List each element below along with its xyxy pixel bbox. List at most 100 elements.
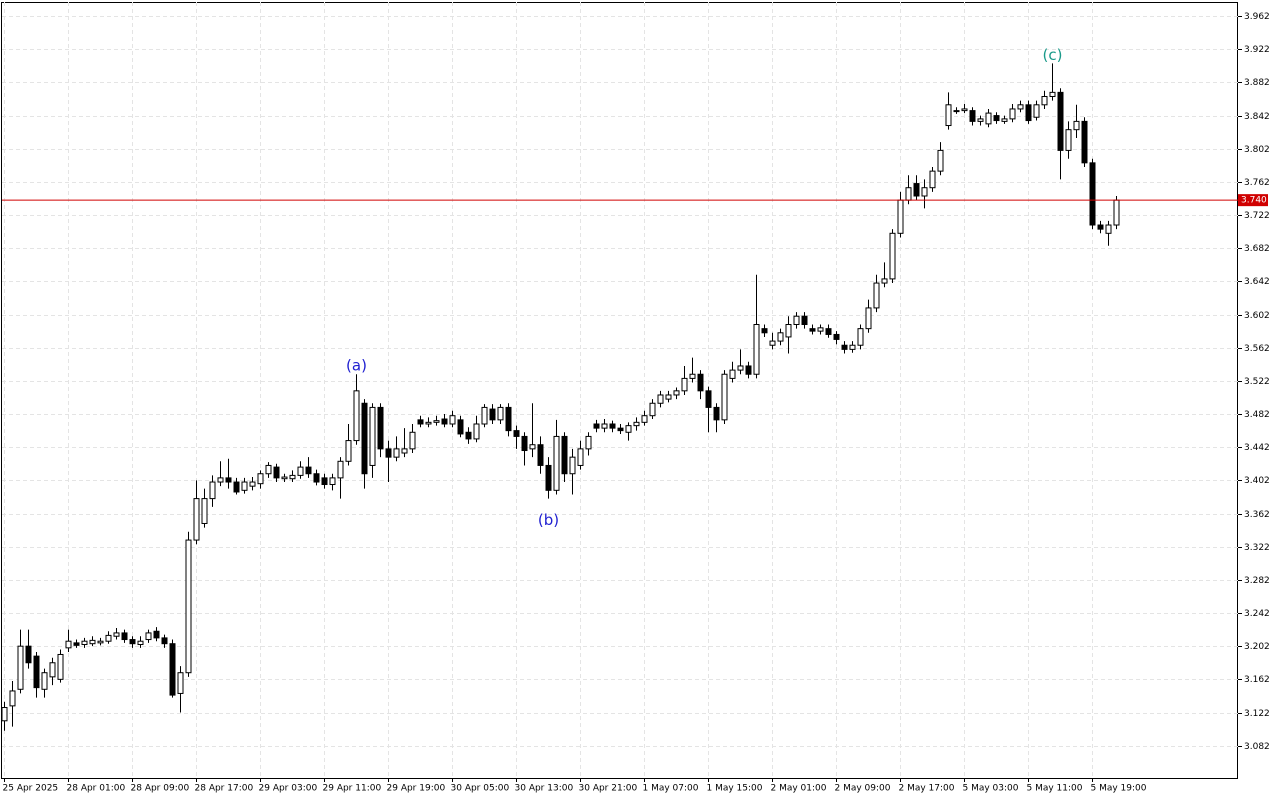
candle-body [673,390,680,396]
candle-body [265,464,272,475]
candle-body [793,315,800,326]
candle-body [633,421,640,427]
plot-frame [1,2,1238,779]
candle-body [1001,118,1008,122]
candle-body [145,632,152,641]
candle-body [137,640,144,646]
candle-body [441,418,448,425]
x-tick-label: 28 Apr 09:00 [131,784,190,794]
candle-body [945,104,952,127]
candle-body [929,170,936,189]
candle-body [73,642,80,646]
candle-body [209,481,216,500]
candle-body [889,232,896,280]
y-tick-label: 3.242 [1244,609,1270,619]
x-tick-label: 30 Apr 13:00 [515,784,574,794]
candle-body [393,448,400,458]
candle-body [977,118,984,122]
y-tick-label: 3.362 [1244,510,1270,520]
candle-body [217,477,224,483]
candle-body [153,630,160,639]
candle-body [17,645,24,690]
candle-body [1073,120,1080,131]
candle-body [497,406,504,421]
candle-body [1081,120,1088,164]
candle-body [593,423,600,429]
price-label: 3.740 [1241,196,1267,206]
candle-body [273,466,280,479]
candle-body [9,690,16,707]
candle-body [665,394,672,400]
candle-body [713,406,720,421]
candle-body [969,110,976,122]
candle-body [1,707,8,722]
y-tick-label: 3.482 [1244,410,1270,420]
candle-body [505,406,512,432]
y-tick-label: 3.442 [1244,443,1270,453]
candle-body [881,278,888,284]
wave-label: (c) [1043,46,1063,64]
candle-body [169,643,176,696]
candle-body [1113,199,1120,226]
candle-body [993,115,1000,122]
x-tick-label: 30 Apr 21:00 [579,784,638,794]
candle-body [201,498,208,524]
candle-body [409,431,416,450]
candle-body [345,440,352,462]
candle-body [849,344,856,350]
candle-body [609,423,616,429]
y-tick-label: 3.522 [1244,377,1270,387]
y-tick-label: 3.322 [1244,543,1270,553]
candle-body [313,473,320,483]
candle-body [937,149,944,172]
y-tick-label: 3.122 [1244,709,1270,719]
x-tick-label: 1 May 07:00 [643,784,699,794]
candle-body [769,340,776,346]
y-tick-label: 3.922 [1244,45,1270,55]
candle-body [561,435,568,475]
x-tick-label: 28 Apr 17:00 [195,784,254,794]
candle-body [857,328,864,346]
candle-body [865,307,872,330]
candle-body [801,315,808,326]
candle-body [761,328,768,334]
candle-body [353,390,360,442]
candle-body [729,369,736,379]
candle-body [433,420,440,423]
x-tick-label: 5 May 11:00 [1027,784,1083,794]
candle-body [1041,96,1048,106]
y-tick-label: 3.762 [1244,178,1270,188]
candle-body [105,634,112,642]
candle-body [241,481,248,491]
candle-body [921,187,928,197]
x-tick-label: 2 May 17:00 [899,784,955,794]
candle-body [1033,104,1040,118]
candle-body [721,373,728,421]
candle-body [601,423,608,429]
candle-body [177,672,184,694]
x-tick-label: 29 Apr 19:00 [387,784,446,794]
y-tick-label: 3.282 [1244,576,1270,586]
candle-body [577,448,584,466]
x-tick-label: 2 May 01:00 [771,784,827,794]
candle-body [1065,129,1072,151]
candle-body [825,328,832,335]
candle-body [337,460,344,479]
candle-body [225,477,232,483]
candle-body [385,448,392,458]
candle-body [817,327,824,332]
candle-body [41,672,48,690]
candle-body [249,481,256,487]
candle-body [185,539,192,674]
candle-body [745,365,752,375]
candle-body [481,406,488,425]
x-tick-label: 5 May 03:00 [963,784,1019,794]
candle-body [1009,108,1016,120]
candle-body [553,435,560,491]
candle-body [281,476,288,480]
candle-body [657,394,664,404]
candle-body [321,477,328,486]
candle-body [89,639,96,645]
candle-body [289,474,296,480]
